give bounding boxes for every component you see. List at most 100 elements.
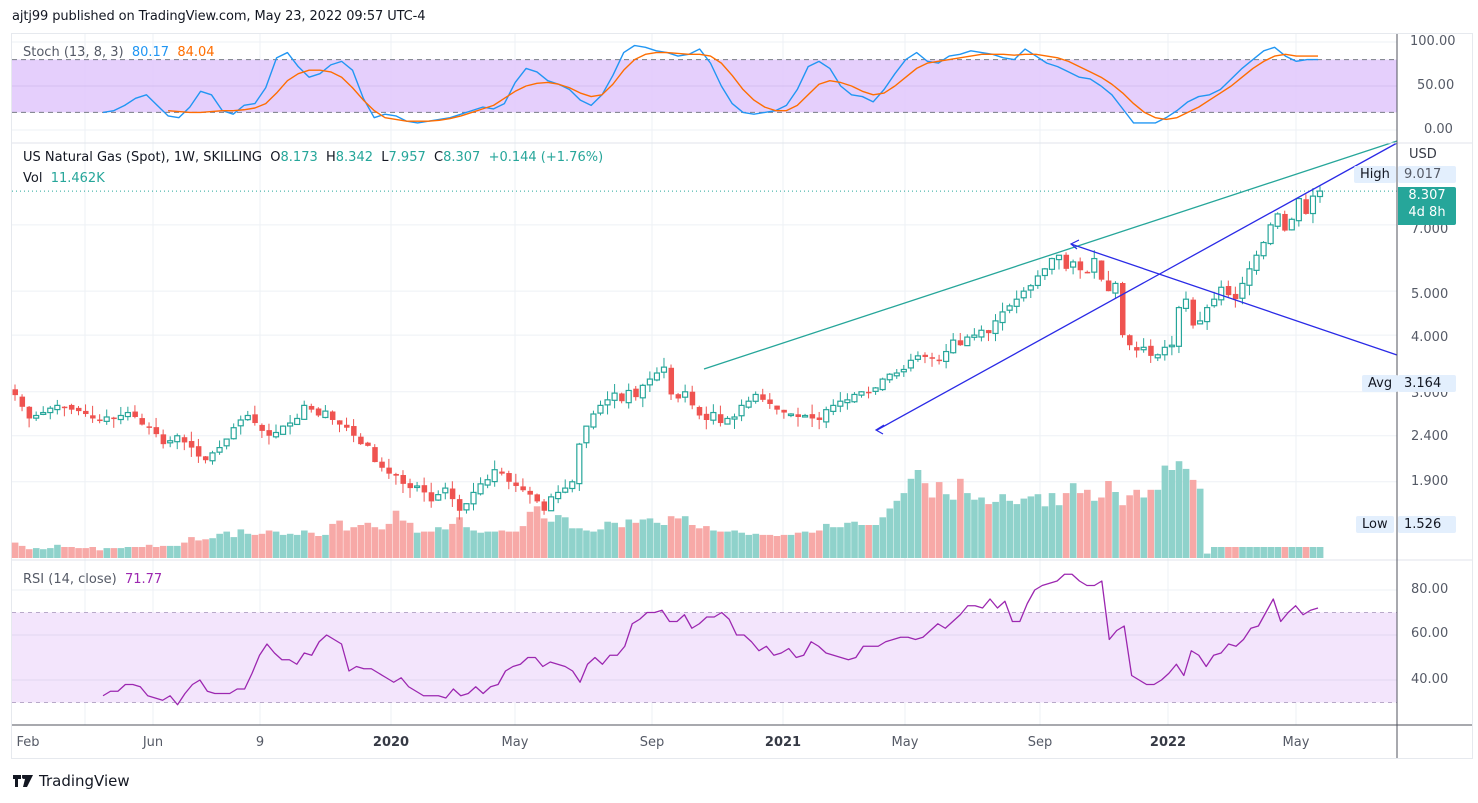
volume-bar <box>61 547 68 558</box>
low-label: L <box>381 150 389 165</box>
volume-value: 11.462K <box>50 171 105 186</box>
candle-body-up <box>470 491 477 505</box>
candle-body-up <box>1168 344 1175 348</box>
candle-body-up <box>731 416 738 420</box>
candle-body-up <box>611 392 618 401</box>
tradingview-logo-icon <box>13 775 33 787</box>
candle-body-up <box>54 404 61 411</box>
volume-bar <box>484 531 492 558</box>
volume-bar <box>110 548 118 558</box>
volume-bar <box>1006 500 1014 558</box>
volume-bar <box>597 529 604 558</box>
candles <box>12 186 1324 520</box>
volume-bar <box>1189 479 1197 558</box>
volume-bar <box>279 534 287 558</box>
candle-body-down <box>1098 260 1105 280</box>
candle-body-down <box>188 441 195 448</box>
candle-body-down <box>153 427 160 435</box>
candle-body-down <box>26 406 33 419</box>
candle-body-down <box>456 499 463 511</box>
tradingview-logo[interactable]: TradingView <box>13 772 130 790</box>
volume-bar <box>470 530 477 558</box>
candle-body-up <box>1006 305 1013 311</box>
volume-bar <box>533 506 541 558</box>
volume-bar <box>921 483 929 558</box>
candle-body-down <box>774 405 780 410</box>
candle-body-down <box>506 473 512 482</box>
candle-body-down <box>160 434 167 445</box>
time-axis-label: Sep <box>639 735 665 750</box>
volume-bar <box>166 545 174 558</box>
volume-label: Vol <box>23 171 43 186</box>
last-price-value: 8.307 <box>1408 188 1446 203</box>
candle-body-down <box>717 414 724 424</box>
currency-label: USD <box>1409 147 1437 162</box>
open-value: 8.173 <box>280 150 318 165</box>
volume-bar <box>1274 547 1282 558</box>
candle-body-down <box>633 388 639 398</box>
volume-bar <box>1288 547 1296 558</box>
rsi-label: RSI (14, close) <box>23 572 117 587</box>
volume-bar <box>1084 489 1091 558</box>
volume-bar <box>258 533 266 558</box>
close-value: 8.307 <box>443 150 481 165</box>
volume-bar <box>491 531 499 558</box>
high-value: 8.342 <box>335 150 373 165</box>
volume-bar <box>703 526 710 558</box>
candle-body-down <box>781 409 787 413</box>
candle-body-down <box>252 414 258 424</box>
volume-bar <box>745 534 753 558</box>
candle-body-up <box>583 425 590 444</box>
trendline-green <box>703 140 1398 370</box>
rsi-legend[interactable]: RSI (14, close) 71.77 <box>23 572 162 587</box>
volume-bar <box>978 497 985 558</box>
volume-bar <box>117 548 125 558</box>
volume-legend[interactable]: Vol 11.462K <box>23 171 105 186</box>
pane-separators <box>12 34 1472 758</box>
candle-body-up <box>435 494 442 501</box>
volume-bar <box>540 518 548 558</box>
volume-bar <box>1062 493 1070 558</box>
volume-bar <box>174 545 181 558</box>
volume-bar <box>957 478 964 558</box>
volume-bar <box>1140 497 1148 558</box>
stoch-label: Stoch (13, 8, 3) <box>23 45 124 60</box>
volume-bar <box>1126 495 1133 558</box>
candle-body-down <box>68 404 75 410</box>
candle-body-up <box>1112 282 1119 294</box>
candle-body-up <box>893 372 900 377</box>
candle-body-down <box>513 482 519 486</box>
candle-body-down <box>1084 271 1091 274</box>
volume-bar <box>265 530 273 558</box>
change-value: +0.144 (+1.76%) <box>488 150 604 165</box>
candle-body-up <box>900 368 907 373</box>
candle-body-up <box>223 438 230 447</box>
volume-bar <box>244 533 252 558</box>
time-axis-label: May <box>501 735 529 750</box>
candle-body-up <box>907 359 914 369</box>
candle-body-down <box>379 461 385 468</box>
volume-bar <box>1175 461 1183 558</box>
stoch-legend[interactable]: Stoch (13, 8, 3) 80.17 84.04 <box>23 45 215 60</box>
volume-bar <box>808 532 816 558</box>
rsi-line <box>102 573 1319 706</box>
candle-body-down <box>767 399 773 404</box>
volume-bar <box>830 527 837 558</box>
volume-bar <box>286 533 294 558</box>
volume-bar <box>837 527 844 558</box>
price-legend[interactable]: US Natural Gas (Spot), 1W, SKILLING O8.1… <box>23 150 603 165</box>
volume-bar <box>1069 483 1077 558</box>
volume-bar <box>801 531 809 558</box>
candle-body-down <box>1232 293 1239 300</box>
volume-bar <box>378 529 386 558</box>
volume-bar <box>145 544 153 558</box>
volume-bar <box>1076 493 1084 558</box>
candle-body-up <box>1013 298 1020 307</box>
candle-body-down <box>703 413 710 420</box>
trendline-blue-rising <box>876 142 1398 431</box>
volume-bar <box>54 544 61 558</box>
candle-body-up <box>1048 257 1056 270</box>
candle-body-down <box>922 354 928 357</box>
volume-bar <box>1281 547 1289 558</box>
